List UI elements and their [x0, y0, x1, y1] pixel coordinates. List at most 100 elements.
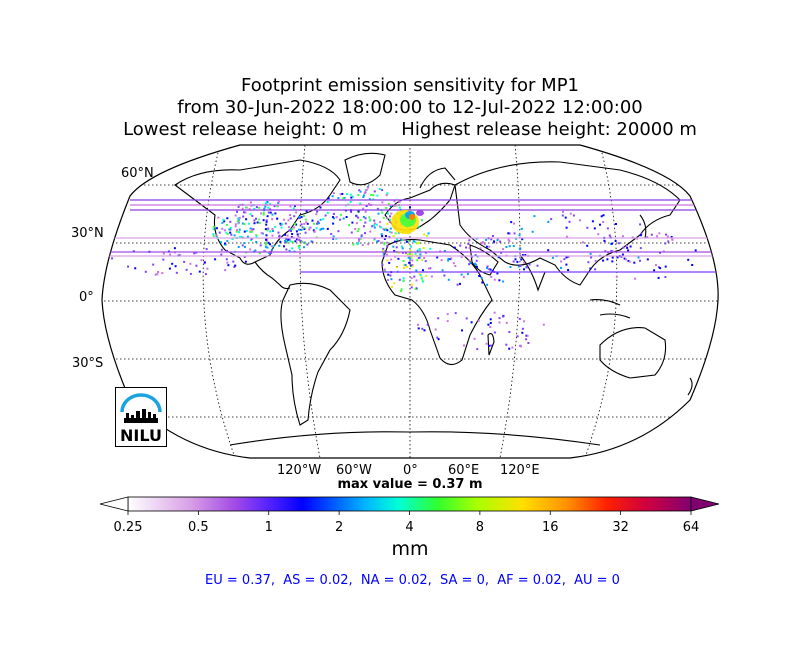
sensitivity-pixel — [269, 203, 272, 206]
sensitivity-pixel — [267, 251, 270, 254]
sensitivity-pixel — [402, 277, 405, 280]
sensitivity-pixel — [332, 212, 335, 215]
sensitivity-pixel — [189, 272, 192, 275]
sensitivity-pixel — [463, 344, 465, 347]
sensitivity-pixel — [516, 335, 519, 338]
sensitivity-pixel — [240, 235, 243, 238]
sensitivity-pixel — [243, 242, 246, 244]
sensitivity-pixel — [481, 332, 484, 335]
sensitivity-pixel — [518, 247, 521, 250]
sensitivity-pixel — [226, 261, 229, 264]
sensitivity-pixel — [288, 238, 291, 241]
sensitivity-pixel — [234, 214, 237, 217]
sensitivity-pixel — [400, 288, 403, 291]
sensitivity-pixel — [424, 251, 427, 254]
sensitivity-pixel — [671, 238, 674, 241]
sensitivity-pixel — [289, 217, 292, 220]
sensitivity-pixel — [267, 227, 270, 230]
sensitivity-pixel — [376, 240, 379, 243]
sensitivity-pixel — [480, 277, 483, 280]
sensitivity-pixel — [272, 245, 275, 248]
sensitivity-pixel — [355, 215, 358, 218]
sensitivity-pixel — [664, 265, 667, 268]
sensitivity-pixel — [658, 232, 661, 235]
sensitivity-pixel — [369, 218, 372, 221]
sensitivity-pixel — [505, 321, 508, 324]
sensitivity-pixel — [249, 213, 252, 216]
sensitivity-pixel — [217, 216, 220, 219]
sensitivity-pixel — [380, 226, 383, 229]
sensitivity-pixel — [245, 218, 248, 221]
sensitivity-pixel — [483, 243, 486, 246]
sensitivity-pixel — [521, 238, 524, 241]
sensitivity-pixel — [475, 265, 478, 268]
sensitivity-pixel — [319, 228, 322, 231]
sensitivity-pixel — [385, 207, 388, 209]
sensitivity-pixel — [315, 213, 318, 216]
sensitivity-pixel — [392, 245, 395, 248]
sensitivity-pixel — [417, 257, 420, 259]
nilu-logo-text: NILU — [120, 426, 162, 445]
sensitivity-pixel — [304, 218, 307, 221]
colorbar-unit-label: mm — [391, 538, 429, 560]
sensitivity-pixel — [416, 242, 419, 245]
sensitivity-pixel — [266, 215, 269, 218]
sensitivity-pixel — [446, 320, 449, 323]
sensitivity-pixel — [563, 258, 566, 261]
sensitivity-pixel — [447, 259, 450, 262]
sensitivity-pixel — [229, 226, 232, 229]
sensitivity-pixel — [524, 254, 527, 257]
lat-label-60n: 60°N — [121, 166, 154, 181]
sensitivity-pixel — [486, 265, 489, 268]
sensitivity-pixel — [376, 194, 379, 197]
colorbar-tick-label: 0.25 — [113, 520, 143, 535]
sensitivity-pixel — [384, 227, 387, 230]
sensitivity-pixel — [412, 240, 415, 243]
sensitivity-pixel — [351, 195, 354, 198]
sensitivity-pixel — [229, 220, 232, 223]
sensitivity-pixel — [424, 260, 427, 263]
sensitivity-pixel — [513, 232, 516, 235]
sensitivity-pixel — [528, 263, 531, 266]
sensitivity-pixel — [387, 279, 389, 281]
sensitivity-pixel — [269, 211, 272, 214]
sensitivity-pixel — [402, 279, 405, 282]
sensitivity-pixel — [600, 215, 603, 218]
sensitivity-pixel — [475, 259, 478, 262]
sensitivity-pixel — [212, 235, 215, 238]
sensitivity-pixel — [332, 192, 335, 195]
sensitivity-pixel — [260, 212, 263, 215]
longitude-gridlines — [202, 145, 618, 458]
sensitivity-pixel — [373, 238, 376, 241]
sensitivity-pixel — [390, 278, 393, 281]
sensitivity-pixel — [265, 223, 268, 226]
title-line-3: Lowest release height: 0 m Highest relea… — [123, 119, 697, 140]
sensitivity-pixel — [509, 266, 512, 268]
sensitivity-pixel — [295, 230, 298, 233]
sensitivity-pixel — [303, 215, 305, 217]
sensitivity-pixel — [383, 268, 386, 271]
sensitivity-pixel — [277, 202, 280, 204]
sensitivity-pixel — [267, 241, 270, 244]
sensitivity-pixel — [381, 211, 384, 214]
sensitivity-pixel — [360, 234, 363, 237]
sensitivity-pixel — [289, 205, 292, 208]
sensitivity-pixel — [111, 257, 114, 260]
sensitivity-pixel — [450, 257, 453, 260]
sensitivity-pixel — [371, 225, 374, 228]
sensitivity-pixel — [326, 227, 329, 230]
sensitivity-pixel — [225, 223, 228, 226]
sensitivity-pixel — [313, 230, 316, 233]
sensitivity-pixel — [419, 250, 421, 253]
sensitivity-pixel — [520, 227, 523, 230]
sensitivity-pixel — [508, 232, 511, 235]
sensitivity-pixel — [233, 234, 236, 237]
sensitivity-pixel — [387, 273, 390, 276]
colorbar-tick-label: 0.5 — [188, 520, 209, 535]
sensitivity-pixel — [637, 256, 640, 259]
sensitivity-pixel — [498, 317, 501, 320]
sensitivity-pixel — [277, 200, 280, 203]
sensitivity-pixel — [516, 260, 519, 263]
sensitivity-pixel — [591, 220, 594, 223]
sensitivity-pixel — [389, 230, 391, 233]
